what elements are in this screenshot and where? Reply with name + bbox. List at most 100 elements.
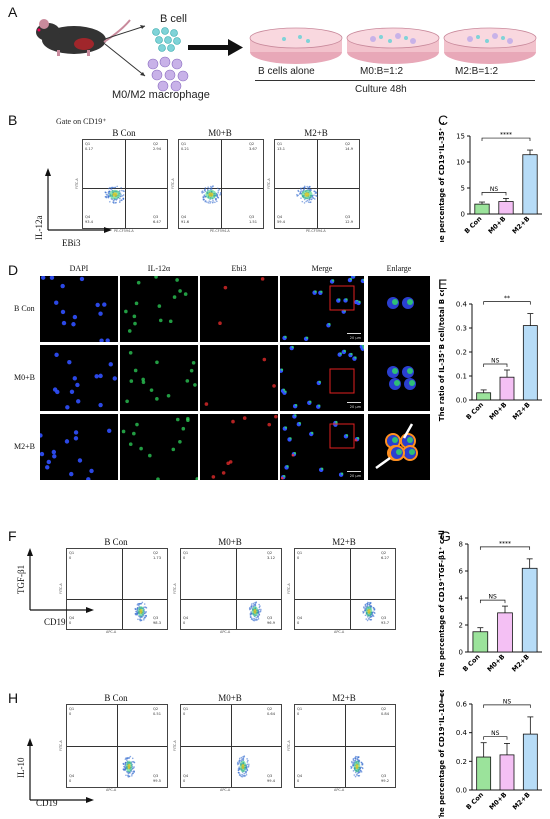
flow-plot-title: B Con xyxy=(104,693,128,703)
quadrant-label: 0 xyxy=(297,712,300,716)
density-cloud xyxy=(296,185,318,204)
micro-image xyxy=(40,414,118,480)
significance-label: **** xyxy=(500,132,512,139)
chart-ylabel: The percentage of CD19⁺IL-35⁺ cells% xyxy=(438,122,446,242)
micro-image xyxy=(40,345,118,411)
y-tick-label: 0.4 xyxy=(456,301,468,309)
micro-image xyxy=(200,414,278,480)
density-cloud xyxy=(104,185,125,204)
panel-label-a: A xyxy=(8,4,18,20)
scale-bar-label: 20 μm xyxy=(349,474,361,478)
dish-label-2: M0:B=1:2 xyxy=(360,66,404,77)
chart-ylabel: The percentage of CD19⁺TGF-β1⁺ cells% xyxy=(438,530,446,677)
micro-row-label: M2+B xyxy=(14,442,35,451)
quadrant-label: 0 xyxy=(297,621,300,625)
micro-col-header: Ebi3 xyxy=(231,264,247,273)
density-cloud xyxy=(201,185,222,204)
quadrant-label: 0 xyxy=(183,779,186,783)
micro-image xyxy=(368,414,430,480)
panel-label-d: D xyxy=(8,262,19,278)
y-tick-label: 8 xyxy=(459,541,463,549)
panel-label-b: B xyxy=(8,112,18,128)
y-tick-label: 5 xyxy=(461,185,465,193)
significance-bracket xyxy=(483,736,508,740)
y-tick-label: 0.4 xyxy=(456,729,468,737)
micro-image xyxy=(200,345,278,411)
y-tick-label: 0.0 xyxy=(456,397,467,405)
quadrant-label: 1.51 xyxy=(249,220,258,224)
panel-label-f: F xyxy=(8,528,17,544)
quadrant-label: Q3 xyxy=(267,774,273,778)
y-tick-label: 0.6 xyxy=(456,701,468,709)
flow-row-xlabel: CD19 xyxy=(44,617,66,627)
quadrant-label: Q3 xyxy=(381,774,387,778)
quadrant-hline xyxy=(295,598,395,600)
flow-plot-title: B Con xyxy=(112,128,136,138)
significance-bracket xyxy=(483,704,531,708)
quadrant-label: Q3 xyxy=(381,616,387,620)
flow-plot: Q1 0.17 Q2 2.94 Q4 93.4 Q3 6.47 xyxy=(82,139,168,229)
bar xyxy=(472,631,489,653)
quadrant-vline xyxy=(236,549,237,629)
flow-plot: Q1 0 Q2 1.73 Q4 0 Q3 98.3 xyxy=(66,548,168,630)
dish-label-1: B cells alone xyxy=(258,66,315,77)
micro-col-header: IL-12α xyxy=(147,264,171,273)
category-label: B Con xyxy=(463,215,484,236)
bar xyxy=(522,325,538,401)
category-label: B Con xyxy=(465,791,486,812)
flow-y-axis-label: FITC-A xyxy=(267,178,271,189)
quadrant-hline xyxy=(179,188,263,190)
significance-bracket xyxy=(479,599,506,604)
quadrant-label: Q2 xyxy=(345,142,351,146)
flow-plot: Q1 0 Q2 0.64 Q4 0 Q3 99.4 xyxy=(180,704,282,788)
mouse-icon xyxy=(36,19,131,56)
scale-bar xyxy=(347,402,361,403)
quadrant-label: 59.4 xyxy=(277,220,286,224)
culture-dishes-icon xyxy=(249,27,537,64)
quadrant-label: 98.3 xyxy=(153,621,162,625)
flow-plot: Q1 0 Q2 3.12 Q4 0 Q3 96.9 xyxy=(180,548,282,630)
quadrant-label: 6.47 xyxy=(153,220,162,224)
significance-label: NS xyxy=(491,358,499,365)
quadrant-label: 0 xyxy=(69,712,72,716)
quadrant-label: Q2 xyxy=(249,142,255,146)
category-label: M2+B xyxy=(511,215,532,236)
flow-x-axis-label: APC-A xyxy=(334,788,345,792)
quadrant-label: Q1 xyxy=(183,551,189,555)
bar xyxy=(474,203,490,215)
quadrant-label: Q1 xyxy=(183,707,189,711)
bar xyxy=(521,567,538,653)
flow-axis-arrows-icon xyxy=(45,168,112,233)
flow-y-axis-label: FITC-A xyxy=(287,583,291,594)
significance-bracket xyxy=(481,192,507,196)
quadrant-label: 0.84 xyxy=(381,712,390,716)
quadrant-hline xyxy=(67,746,167,747)
flow-y-axis-label: FITC-A xyxy=(287,740,291,751)
quadrant-label: Q1 xyxy=(297,551,303,555)
category-label: M2+B xyxy=(510,653,531,674)
quadrant-label: 0 xyxy=(69,556,72,560)
chart-ylabel: The percentage of CD19⁺IL-10⁺ cells% xyxy=(438,690,446,818)
flow-plot: Q1 0 Q2 0.51 Q4 0 Q3 99.5 xyxy=(66,704,168,788)
bar xyxy=(499,376,515,401)
category-label: M2+B xyxy=(511,401,532,422)
significance-label: NS xyxy=(489,594,497,601)
flow-plot-title: M2+B xyxy=(332,693,356,703)
micro-col-header: DAPI xyxy=(69,264,89,273)
y-tick-label: 0.2 xyxy=(456,349,467,357)
quadrant-label: Q4 xyxy=(69,774,75,778)
quadrant-label: 99.2 xyxy=(381,779,390,783)
y-tick-label: 4 xyxy=(459,595,464,603)
quadrant-label: 93.4 xyxy=(85,220,94,224)
flow-plot-title: M2+B xyxy=(304,128,328,138)
flow-x-axis-label: PE-CF594-A xyxy=(210,229,230,233)
flow-axis-arrows-icon xyxy=(27,548,94,613)
bar xyxy=(497,612,513,653)
quadrant-label: 14.9 xyxy=(345,147,354,151)
flow-y-axis-label: FITC-A xyxy=(173,740,177,751)
flow-x-axis-label: APC-A xyxy=(220,630,231,634)
flow-x-axis-label: APC-A xyxy=(106,788,117,792)
bar xyxy=(522,733,538,791)
quadrant-label: Q4 xyxy=(297,774,303,778)
gate-label: Gate on CD19⁺ xyxy=(56,117,107,126)
